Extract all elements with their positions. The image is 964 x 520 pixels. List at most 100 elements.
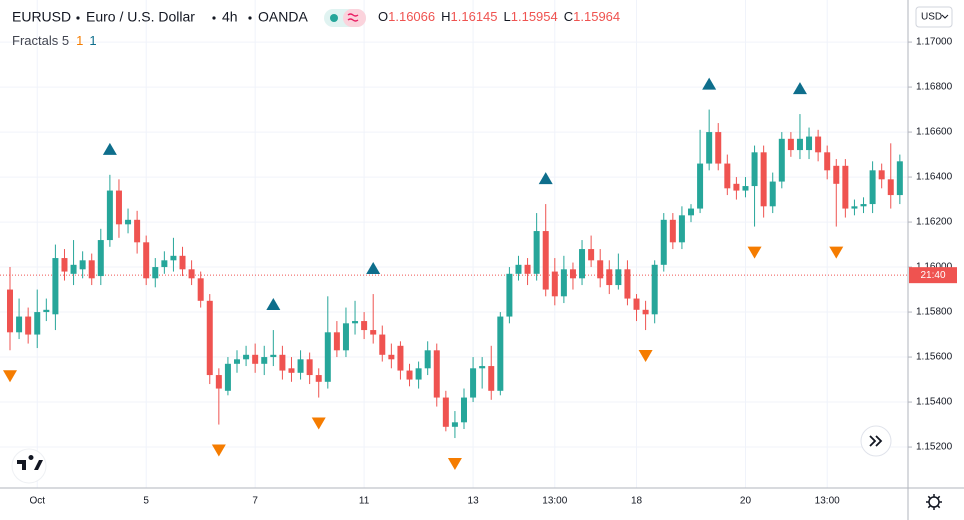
ohlc-legend: O1.16066 H1.16145 L1.15954 C1.15964 xyxy=(378,9,620,24)
candle-body xyxy=(642,309,649,315)
interval[interactable]: 4h xyxy=(222,9,238,25)
candle-body xyxy=(324,332,331,382)
fractal-down xyxy=(311,417,326,430)
candle-body xyxy=(524,264,531,274)
candle-body xyxy=(288,368,295,373)
logo[interactable] xyxy=(11,448,47,484)
candle-body xyxy=(7,289,13,333)
x-tick-label: 13:00 xyxy=(542,496,567,507)
grid xyxy=(0,0,908,488)
candle-body xyxy=(887,179,894,196)
axes: 1.152001.154001.156001.158001.160001.162… xyxy=(29,37,957,507)
scroll-to-realtime[interactable] xyxy=(860,425,892,457)
ohlc-key: L xyxy=(504,9,511,24)
candle-body xyxy=(388,354,395,360)
candle-body xyxy=(115,190,122,225)
fractal-down xyxy=(829,246,844,259)
candle-body xyxy=(669,219,676,243)
fractal-down xyxy=(447,458,462,471)
chevron xyxy=(941,14,949,19)
ohlc-key: O xyxy=(378,9,388,24)
gear-teeth xyxy=(926,494,942,510)
candle-body xyxy=(896,161,903,196)
candle-body xyxy=(751,152,758,187)
candle-body xyxy=(243,354,250,360)
candle-body xyxy=(688,208,694,216)
symbol[interactable]: EURUSD xyxy=(12,9,71,25)
ohlc-key: H xyxy=(441,9,450,24)
candle-body xyxy=(560,269,567,297)
fractal-down xyxy=(211,444,226,457)
candle-body xyxy=(79,260,86,270)
status-dot xyxy=(330,14,338,22)
candle-body xyxy=(442,397,449,427)
y-tick-label: 1.15600 xyxy=(916,352,953,363)
candle-body xyxy=(370,330,377,335)
candle-body xyxy=(143,242,150,279)
x-tick-label: 18 xyxy=(631,496,643,507)
ohlc-key: C xyxy=(564,9,573,24)
candle-body xyxy=(361,321,368,331)
candle-body xyxy=(796,138,803,151)
candle-body xyxy=(533,231,540,274)
candle-body xyxy=(188,269,195,279)
currency-button[interactable] xyxy=(915,6,953,28)
candle-body xyxy=(352,321,359,324)
candle-body xyxy=(43,309,50,313)
fractal-down xyxy=(3,370,17,383)
candle-body xyxy=(597,260,604,279)
candle-body xyxy=(742,186,749,191)
candle-body xyxy=(215,375,222,389)
candle-body xyxy=(424,350,431,369)
fractal-up xyxy=(792,82,807,95)
separator xyxy=(212,16,216,20)
candle-body xyxy=(261,357,268,364)
candle-body xyxy=(815,136,822,153)
candle-body xyxy=(760,152,767,207)
plot-area xyxy=(0,77,908,471)
x-tick-label: 7 xyxy=(252,496,258,507)
candle-body xyxy=(579,249,586,279)
candle-body xyxy=(869,170,876,205)
indicator-name: Fractals 5 xyxy=(12,33,69,48)
candle-body xyxy=(606,269,613,286)
y-tick-label: 1.16400 xyxy=(916,172,953,183)
candle-body xyxy=(860,204,867,207)
candle-body xyxy=(651,264,658,315)
candle-body xyxy=(633,298,640,310)
y-tick-label: 1.15400 xyxy=(916,397,953,408)
candle-body xyxy=(379,334,386,355)
y-tick-label: 1.16800 xyxy=(916,82,953,93)
candle-body xyxy=(34,312,41,335)
x-tick-label: 5 xyxy=(143,496,149,507)
candle-body xyxy=(52,258,59,315)
description: Euro / U.S. Dollar xyxy=(86,9,195,25)
candle-body xyxy=(197,278,204,301)
candle-body xyxy=(25,316,32,335)
candle-body xyxy=(125,219,132,225)
candle-body xyxy=(306,359,313,376)
settings-button[interactable] xyxy=(926,494,942,510)
market-status[interactable] xyxy=(324,9,366,27)
candle-body xyxy=(678,215,685,243)
candle-body xyxy=(778,138,785,182)
candle-body xyxy=(615,269,622,286)
candle-body xyxy=(824,152,831,171)
candle-body xyxy=(733,183,740,191)
fractal-down xyxy=(747,246,762,259)
candle-body xyxy=(433,350,440,398)
logo-mark xyxy=(17,454,43,470)
candle-body xyxy=(488,366,495,391)
candle-body xyxy=(234,359,240,364)
candle-body xyxy=(724,163,731,189)
x-tick-label: 20 xyxy=(740,496,752,507)
candle-body xyxy=(315,375,322,382)
fractal-up xyxy=(366,262,381,275)
candle-body xyxy=(61,258,68,272)
candle-body xyxy=(588,249,595,261)
y-tick-label: 1.16200 xyxy=(916,217,953,228)
candle-body xyxy=(551,271,558,297)
candle-body xyxy=(170,255,177,261)
